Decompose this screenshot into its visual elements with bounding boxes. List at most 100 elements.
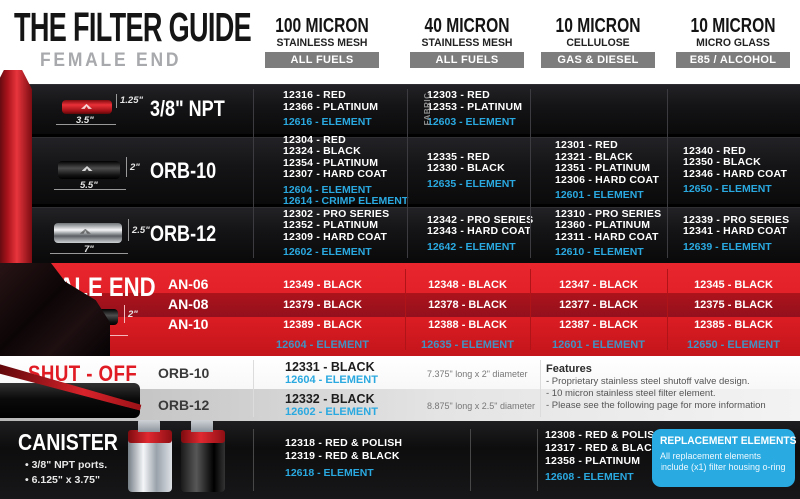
canister-spec: • 3/8" NPT ports.: [25, 459, 108, 471]
feature-item: - 10 micron stainless steel filter eleme…: [546, 388, 716, 399]
size-spec: 7.375" long x 2" diameter: [427, 369, 528, 379]
parts-cell: 12335 - RED 12330 - BLACK 12635 - ELEMENT: [407, 137, 530, 204]
element-number: 12635 - ELEMENT: [421, 339, 514, 351]
row-label: ORB-10: [150, 157, 217, 183]
part-number: 12340 - RED: [683, 144, 746, 157]
part-list: 12342 - PRO SERIES 12343 - HARD COAT: [427, 213, 534, 238]
column-divider: [667, 89, 668, 258]
part-number: 12331 - BLACK: [285, 360, 375, 374]
red-filter-photo: [0, 70, 32, 263]
part-number: 12379 - BLACK: [283, 299, 362, 311]
column-divider: [253, 360, 254, 417]
parts-cell-empty: [667, 84, 800, 134]
row-label-an10: AN-10: [168, 316, 209, 332]
part-number: 12348 - BLACK: [428, 279, 507, 291]
canister-chrome-photo: [128, 420, 172, 492]
part-list: 12340 - RED 12350 - BLACK 12346 - HARD COA…: [683, 144, 800, 181]
column-divider: [405, 269, 406, 350]
dimension-height: 2.5": [132, 225, 150, 236]
part-number: 12385 - BLACK: [694, 319, 773, 331]
parts-cell: 12310 - PRO SERIES 12360 - PLATINUM 12311 …: [530, 207, 667, 260]
callout-title: REPLACEMENT ELEMENTS: [660, 435, 797, 447]
media-type: STAINLESS MESH: [276, 37, 368, 49]
part-number: 12318 - RED & POLISH: [285, 437, 403, 449]
part-number: 12302 - PRO SERIES: [283, 207, 390, 220]
dimension-line: [124, 305, 125, 323]
column-divider: [667, 269, 668, 350]
part-list: 12339 - PRO SERIES 12341 - HARD COAT: [683, 214, 800, 238]
fabric-note: FABRIC: [422, 92, 432, 126]
element-list: 12618 - ELEMENT: [285, 468, 402, 479]
element-number: 12635 - ELEMENT: [427, 177, 516, 190]
part-list: 12303 - RED 12353 - PLATINUM: [427, 89, 530, 113]
column-divider: [537, 429, 538, 491]
part-number: 12378 - BLACK: [428, 299, 507, 311]
media-type: STAINLESS MESH: [421, 37, 513, 49]
parts-cell: 12332 - BLACK 12602 - ELEMENT: [285, 392, 378, 419]
element-list: 12642 - ELEMENT: [427, 241, 530, 253]
micron-rating: 10 MICRON: [690, 15, 776, 37]
element-number: 12604 - ELEMENT: [283, 183, 372, 196]
micron-rating: 10 MICRON: [555, 15, 641, 37]
part-list: 12318 - RED & POLISH 12319 - RED & BLACK: [285, 437, 402, 463]
fuel-badge: GAS & DIESEL: [541, 52, 655, 68]
part-number: 12332 - BLACK: [285, 392, 375, 406]
element-number: 12614 - CRIMP ELEMENT: [283, 194, 409, 207]
element-list: 12601 - ELEMENT: [555, 190, 667, 201]
dimension-line: [128, 219, 129, 241]
part-number: 12350 - BLACK: [683, 156, 761, 169]
element-number: 12610 - ELEMENT: [555, 246, 644, 259]
dimension-line: [56, 124, 116, 125]
part-number: 12345 - BLACK: [694, 279, 773, 291]
part-number: 12343 - HARD COAT: [427, 225, 532, 237]
callout-body: All replacement elements include (x1) fi…: [660, 451, 786, 472]
element-number: 12639 - ELEMENT: [683, 240, 772, 253]
part-number: 12366 - PLATINUM: [283, 100, 379, 113]
dimension-height: 1.25": [120, 95, 143, 106]
column-divider: [530, 269, 531, 350]
part-list: 12301 - RED 12321 - BLACK 12351 - PLATINUM…: [555, 139, 667, 186]
features-list: - Proprietary stainless steel shutoff va…: [546, 376, 796, 412]
part-number: 12311 - HARD COAT: [555, 230, 659, 243]
part-number: 12341 - HARD COAT: [683, 225, 788, 237]
canister-spec: • 6.125" x 3.75": [25, 474, 100, 486]
fuel-badge: E85 / ALCOHOL: [676, 52, 790, 68]
page-title: THE FILTER GUIDE: [14, 4, 252, 50]
filter-image-chrome: [54, 223, 122, 243]
column-divider: [407, 89, 408, 258]
row-label: 3/8" NPT: [150, 96, 225, 121]
row-label-orb10: ORB-10: [158, 365, 210, 381]
part-number: 12309 - HARD COAT: [283, 230, 388, 243]
parts-cell: 12339 - PRO SERIES 12341 - HARD COAT 1263…: [667, 207, 800, 260]
part-number: 12342 - PRO SERIES: [427, 213, 534, 226]
element-number: 12604 - ELEMENT: [285, 374, 378, 386]
part-number: 12307 - HARD COAT: [283, 168, 388, 180]
part-list: 12302 - PRO SERIES 12352 - PLATINUM 12309 …: [283, 207, 407, 244]
parts-cell: 12301 - RED 12321 - BLACK 12351 - PLATINUM…: [530, 137, 667, 204]
media-type: CELLULOSE: [566, 37, 630, 49]
element-number: 12601 - ELEMENT: [555, 189, 644, 201]
fuel-badge: ALL FUELS: [410, 52, 524, 68]
row-npt: 1.25" 3.5" 3/8" NPT 12316 - RED 12366 - P…: [0, 84, 800, 134]
part-number: 12306 - HARD COAT: [555, 173, 660, 186]
size-spec: 8.875" long x 2.5" diameter: [427, 401, 535, 411]
part-number: 12335 - RED: [427, 150, 490, 163]
part-number: 12324 - BLACK: [283, 145, 361, 157]
parts-cell-empty: [530, 84, 667, 134]
element-list: 12603 - ELEMENT: [427, 117, 530, 128]
replacement-elements-callout: REPLACEMENT ELEMENTS All replacement ele…: [652, 429, 797, 487]
dimension-line: [54, 189, 126, 190]
part-number: 12346 - HARD COAT: [683, 167, 788, 180]
element-list: 12610 - ELEMENT: [555, 247, 667, 258]
part-number: 12301 - RED: [555, 139, 618, 151]
element-list: 12639 - ELEMENT: [683, 240, 800, 253]
element-list: 12616 - ELEMENT: [283, 117, 407, 128]
element-number: 12650 - ELEMENT: [687, 339, 780, 351]
element-list: 12604 - ELEMENT 12614 - CRIMP ELEMENT: [283, 183, 409, 207]
part-number: 12304 - RED: [283, 133, 346, 146]
column-divider: [540, 360, 541, 417]
canister-black-photo: [181, 420, 225, 492]
dimension-line: [126, 157, 127, 177]
element-number: 12650 - ELEMENT: [683, 183, 772, 196]
part-number: 12354 - PLATINUM: [283, 156, 379, 169]
